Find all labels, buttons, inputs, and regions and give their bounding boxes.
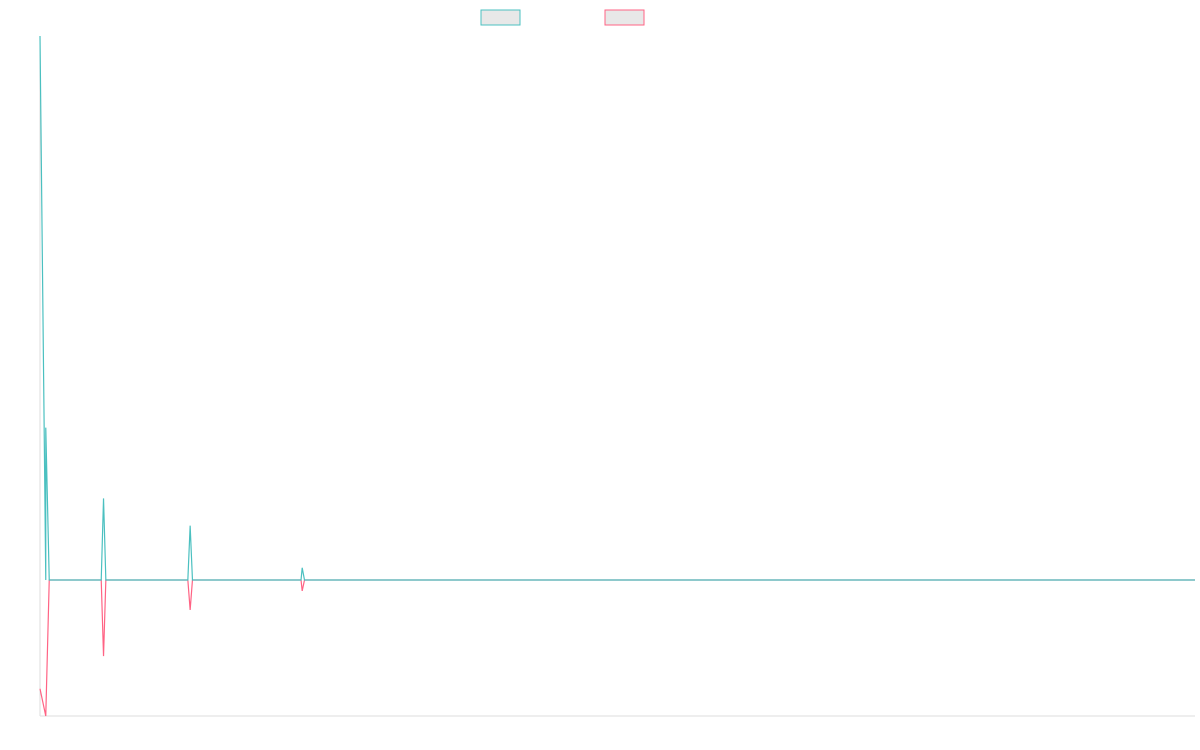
series-line-b bbox=[39, 579, 1195, 717]
axes bbox=[39, 36, 1195, 717]
legend bbox=[480, 9, 645, 26]
series-line-a bbox=[39, 35, 1195, 581]
legend-swatch-series-b[interactable] bbox=[604, 9, 645, 26]
plot-area bbox=[39, 35, 1195, 717]
legend-swatch-series-a[interactable] bbox=[480, 9, 521, 26]
